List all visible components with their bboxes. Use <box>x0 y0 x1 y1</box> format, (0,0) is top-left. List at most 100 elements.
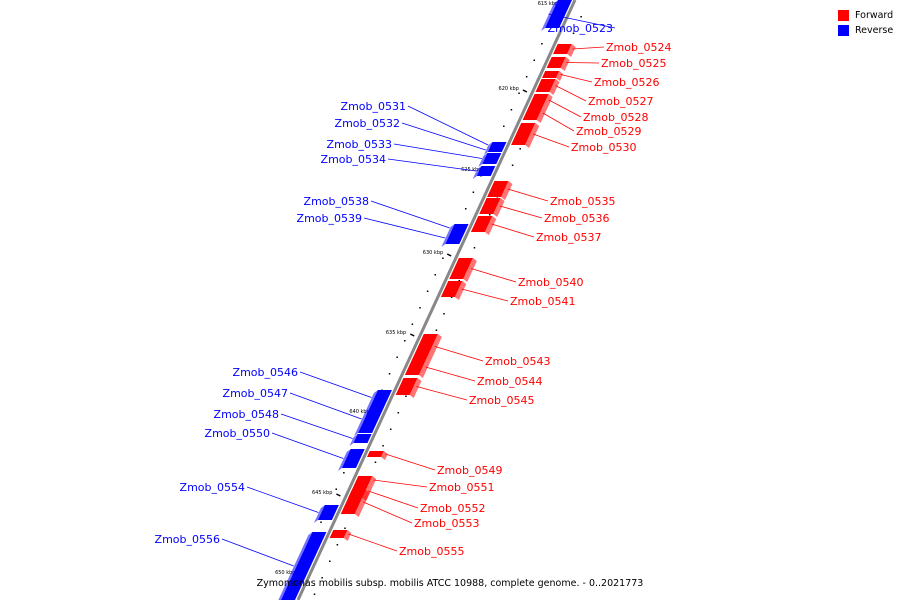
gene-label[interactable]: Zmob_0524 <box>606 41 671 54</box>
gene-Zmob_0543[interactable]: Zmob_0543 <box>412 334 550 368</box>
gene-Zmob_0535[interactable]: Zmob_0535 <box>487 181 615 208</box>
gene-label[interactable]: Zmob_0540 <box>518 276 583 289</box>
gene-shadow <box>381 451 388 460</box>
gene-Zmob_0538[interactable]: Zmob_0538 <box>304 195 469 235</box>
gene-shadow <box>472 166 482 179</box>
gene-Zmob_0548[interactable]: Zmob_0548 <box>214 408 372 446</box>
tick-label: 630 kbp <box>423 250 443 256</box>
gene-label[interactable]: Zmob_0548 <box>214 408 279 421</box>
gene-label[interactable]: Zmob_0544 <box>477 375 542 388</box>
gene-label[interactable]: Zmob_0532 <box>335 117 400 130</box>
gene-Zmob_0528[interactable]: Zmob_0528 <box>529 94 648 124</box>
gene-label[interactable]: Zmob_0539 <box>297 212 362 225</box>
gene-label[interactable]: Zmob_0555 <box>399 545 464 558</box>
gene-shadow <box>525 123 540 148</box>
gene-Zmob_0545[interactable]: Zmob_0545 <box>395 378 535 407</box>
gene-shadow <box>549 79 560 95</box>
gene-Zmob_0555[interactable]: Zmob_0555 <box>329 530 465 558</box>
gene-label[interactable]: Zmob_0545 <box>469 394 534 407</box>
gene-Zmob_0532[interactable]: Zmob_0532 <box>335 117 504 155</box>
legend-forward: Forward <box>838 8 893 23</box>
gene-Zmob_0553[interactable]: Zmob_0553 <box>340 490 480 530</box>
gene-Zmob_0540[interactable]: Zmob_0540 <box>449 258 583 289</box>
minor-tick <box>343 472 345 474</box>
gene-Zmob_0525[interactable]: Zmob_0525 <box>546 57 667 71</box>
gene-Zmob_0530[interactable]: Zmob_0530 <box>511 123 636 154</box>
callout-line <box>507 188 549 202</box>
gene-label[interactable]: Zmob_0543 <box>485 355 550 368</box>
gene-block <box>522 106 544 120</box>
gene-label[interactable]: Zmob_0554 <box>180 481 245 494</box>
gene-label[interactable]: Zmob_0525 <box>601 57 666 70</box>
gene-label[interactable]: Zmob_0531 <box>341 100 406 113</box>
gene-Zmob_0546[interactable]: Zmob_0546 <box>233 366 392 408</box>
callout-line <box>548 99 582 118</box>
gene-label[interactable]: Zmob_0556 <box>155 533 220 546</box>
gene-label[interactable]: Zmob_0529 <box>576 125 641 138</box>
tick-mark <box>446 253 452 257</box>
gene-block <box>317 505 339 520</box>
gene-Zmob_0539[interactable]: Zmob_0539 <box>297 212 465 247</box>
gene-Zmob_0554[interactable]: Zmob_0554 <box>180 481 339 523</box>
gene-label[interactable]: Zmob_0530 <box>571 141 636 154</box>
gene-label[interactable]: Zmob_0527 <box>588 95 653 108</box>
gene-block <box>450 224 469 232</box>
gene-Zmob_0523[interactable]: Zmob_0523 <box>541 0 616 35</box>
gene-block <box>353 434 372 443</box>
gene-Zmob_0531[interactable]: Zmob_0531 <box>341 100 507 151</box>
gene-shadow <box>349 434 358 446</box>
gene-label[interactable]: Zmob_0533 <box>327 138 392 151</box>
minor-tick <box>389 428 392 430</box>
gene-block <box>367 451 384 457</box>
callout-line <box>368 490 419 509</box>
gene-Zmob_0533[interactable]: Zmob_0533 <box>327 138 502 167</box>
tick-label: 645 kbp <box>312 490 332 496</box>
gene-Zmob_0556[interactable]: Zmob_0556 <box>155 532 327 600</box>
gene-Zmob_0544[interactable]: Zmob_0544 <box>404 359 543 388</box>
gene-label[interactable]: Zmob_0550 <box>205 427 270 440</box>
minor-tick <box>473 247 476 249</box>
gene-Zmob_0534[interactable]: Zmob_0534 <box>321 153 496 179</box>
gene-label[interactable]: Zmob_0549 <box>437 464 502 477</box>
gene-label[interactable]: Zmob_0534 <box>321 153 386 166</box>
gene-label[interactable]: Zmob_0528 <box>583 111 648 124</box>
gene-shadow <box>368 476 377 487</box>
callout-line <box>470 268 517 283</box>
gene-label[interactable]: Zmob_0538 <box>304 195 369 208</box>
minor-tick <box>382 445 384 447</box>
callout-line <box>566 62 600 64</box>
gene-Zmob_0526[interactable]: Zmob_0526 <box>541 71 659 89</box>
gene-shadow <box>484 216 497 235</box>
gene-shadow <box>555 71 564 81</box>
minor-tick <box>320 521 322 523</box>
gene-Zmob_0550[interactable]: Zmob_0550 <box>205 427 365 471</box>
gene-label[interactable]: Zmob_0552 <box>420 502 485 515</box>
gene-Zmob_0547[interactable]: Zmob_0547 <box>223 387 386 436</box>
minor-tick <box>518 92 520 94</box>
callout-line <box>461 288 509 302</box>
gene-label[interactable]: Zmob_0546 <box>233 366 298 379</box>
gene-Zmob_0529[interactable]: Zmob_0529 <box>522 106 642 138</box>
gene-Zmob_0537[interactable]: Zmob_0537 <box>470 216 602 244</box>
gene-label[interactable]: Zmob_0535 <box>550 195 615 208</box>
gene-Zmob_0549[interactable]: Zmob_0549 <box>367 451 502 477</box>
gene-label[interactable]: Zmob_0553 <box>414 517 479 530</box>
gene-label[interactable]: Zmob_0537 <box>536 231 601 244</box>
gene-Zmob_0524[interactable]: Zmob_0524 <box>553 41 671 57</box>
gene-label[interactable]: Zmob_0526 <box>594 76 659 89</box>
gene-block <box>482 153 502 164</box>
gene-Zmob_0536[interactable]: Zmob_0536 <box>479 198 609 225</box>
callout-line <box>246 486 319 513</box>
gene-label[interactable]: Zmob_0541 <box>510 295 575 308</box>
gene-label[interactable]: Zmob_0523 <box>548 22 613 35</box>
gene-Zmob_0551[interactable]: Zmob_0551 <box>354 476 495 494</box>
callout-line <box>555 85 587 102</box>
gene-Zmob_0527[interactable]: Zmob_0527 <box>535 79 654 108</box>
gene-label[interactable]: Zmob_0536 <box>544 212 609 225</box>
minor-tick <box>503 125 505 127</box>
gene-label[interactable]: Zmob_0547 <box>223 387 288 400</box>
gene-label[interactable]: Zmob_0551 <box>429 481 494 494</box>
gene-Zmob_0541[interactable]: Zmob_0541 <box>440 281 576 308</box>
tick-label: 615 kbp <box>538 1 558 7</box>
tick-mark <box>522 89 528 93</box>
